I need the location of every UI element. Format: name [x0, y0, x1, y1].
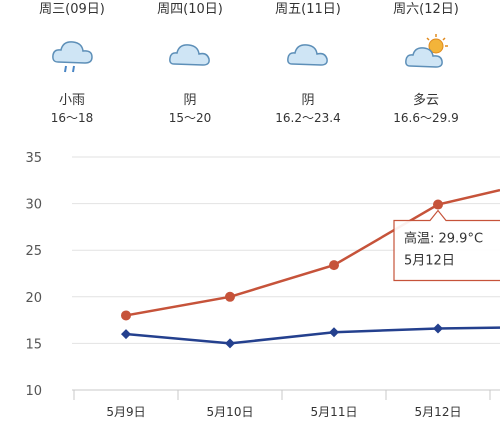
temp-range: 16.6～29.9 — [393, 111, 459, 125]
cloud-icon — [258, 20, 358, 80]
forecast-day: 周三(09日) 小雨 16～18 — [22, 0, 122, 126]
tooltip-date: 5月12日 — [404, 254, 455, 269]
data-point — [433, 323, 443, 334]
forecast-day: 周四(10日) 阴 15～20 — [140, 0, 240, 126]
sun-cloud-icon — [376, 20, 476, 80]
series-line — [125, 326, 500, 345]
temp-range: 16.2～23.4 — [275, 111, 341, 125]
y-tick-label: 30 — [25, 198, 42, 213]
data-point — [433, 199, 443, 210]
temperature-chart: 10 15 20 25 30 35 5月9日 5月10日 5月11日 5月12日 高温: 29.9°… — [25, 151, 500, 419]
temp-range: 15～20 — [168, 111, 212, 125]
x-tick-label: 5月9日 — [106, 405, 145, 419]
x-tick-label: 5月12日 — [415, 405, 462, 419]
temp-range: 16～18 — [50, 111, 94, 125]
y-tick-label: 10 — [25, 384, 42, 399]
x-tick-label: 5月11日 — [311, 405, 358, 419]
condition-label: 多云 — [412, 93, 439, 108]
tooltip-value: 高温: 29.9°C — [404, 231, 483, 247]
data-point — [329, 327, 339, 338]
x-tick-label: 5月10日 — [207, 405, 254, 419]
cloud-icon — [140, 20, 240, 80]
y-tick-label: 15 — [25, 337, 42, 352]
condition-label: 小雨 — [58, 93, 85, 108]
y-tick-label: 20 — [25, 291, 42, 306]
day-label: 周五(11日) — [275, 2, 341, 17]
day-label: 周四(10日) — [157, 2, 223, 17]
day-label: 周六(12日) — [393, 2, 459, 17]
forecast-day: 周六(12日) 多云 16.6～29.9 — [376, 0, 476, 126]
data-point — [329, 260, 339, 271]
data-point — [121, 310, 131, 321]
condition-label: 阴 — [301, 93, 315, 108]
data-point — [121, 329, 131, 340]
y-tick-label: 35 — [25, 151, 42, 166]
tooltip-box — [393, 209, 500, 282]
day-label: 周三(09日) — [39, 2, 105, 17]
y-tick-label: 25 — [25, 244, 42, 259]
data-point — [225, 338, 235, 349]
condition-label: 阴 — [183, 93, 197, 108]
data-point — [225, 291, 235, 302]
cloud-rain-icon — [22, 20, 122, 80]
forecast-day: 周五(11日) 阴 16.2～23.4 — [258, 0, 358, 126]
